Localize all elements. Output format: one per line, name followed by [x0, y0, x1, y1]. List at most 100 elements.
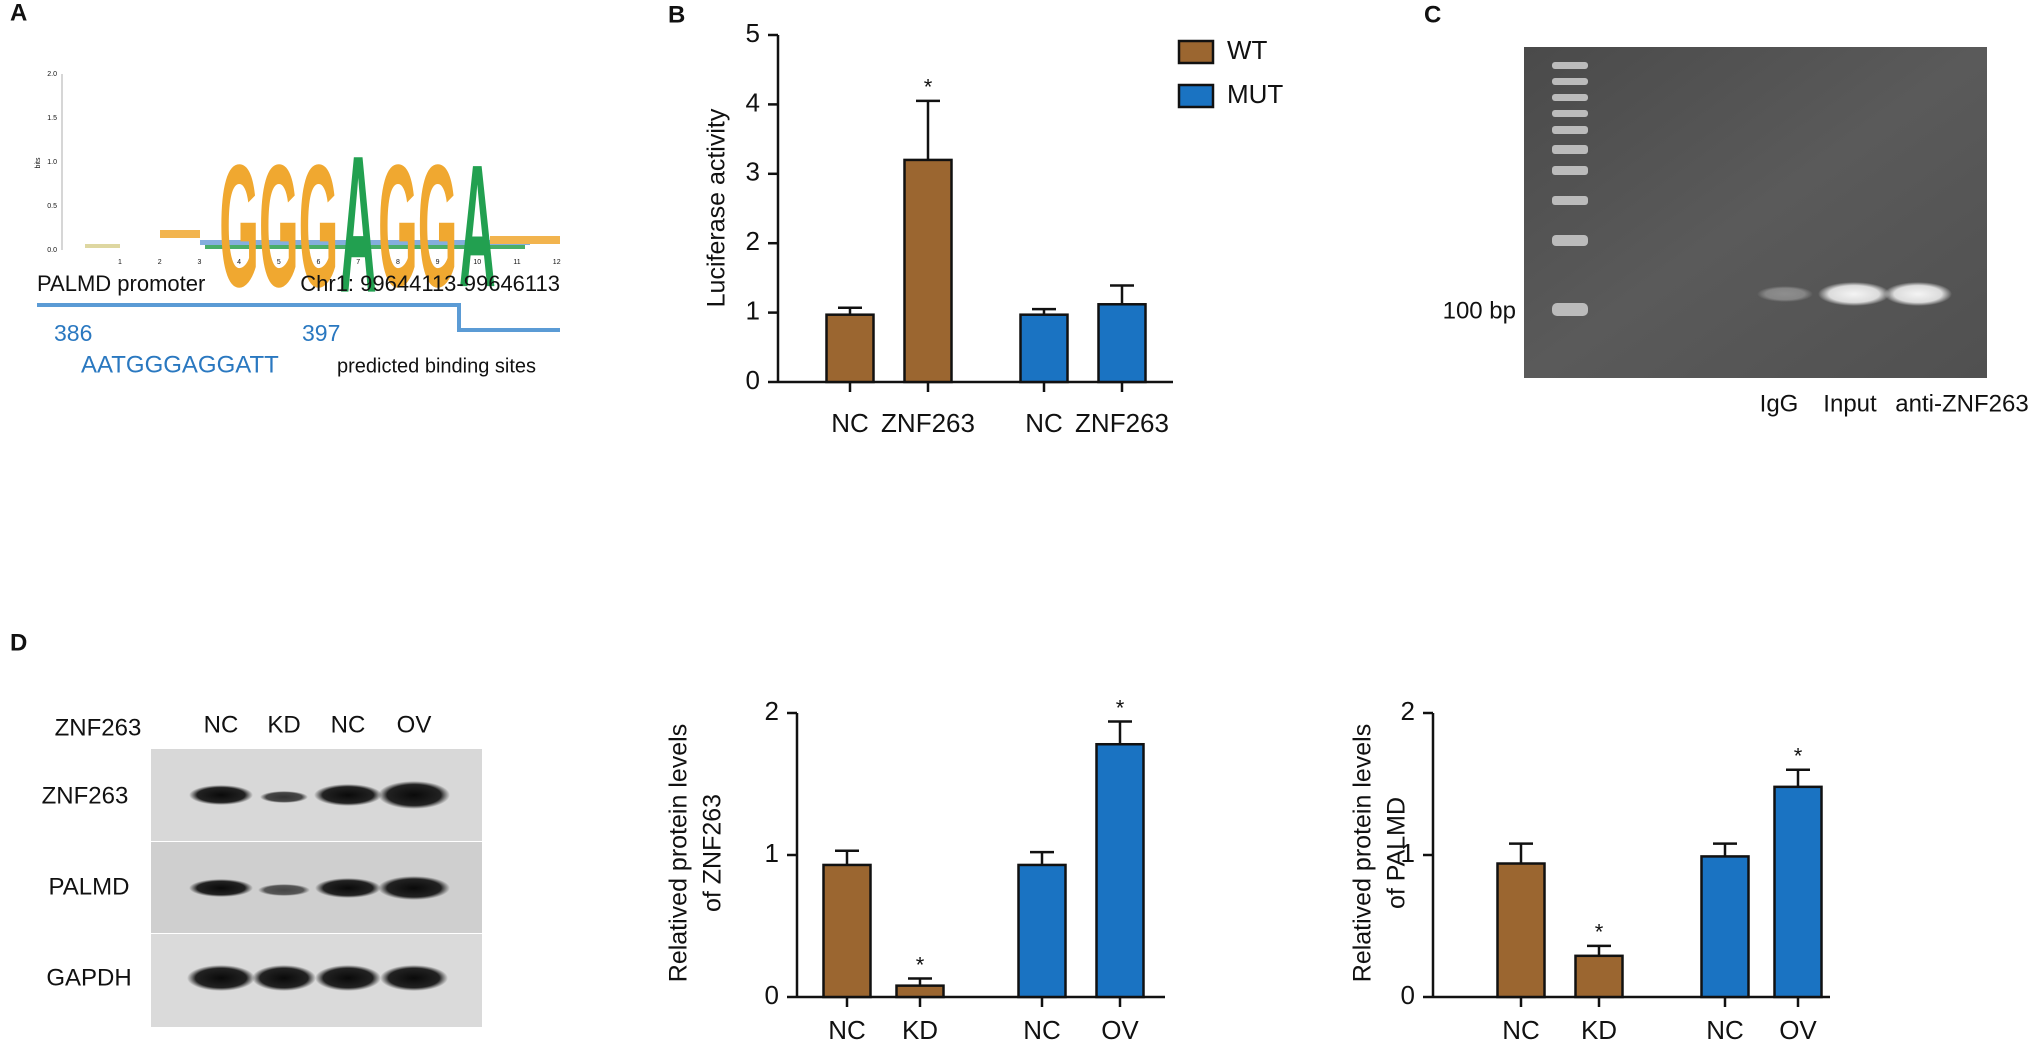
x-tick-label: NC	[831, 408, 869, 438]
y-axis-label: Luciferase activity	[703, 108, 731, 307]
y-axis-label: of PALMD	[1383, 797, 1411, 909]
significance-label: *	[1595, 920, 1604, 945]
logo-x-tick-label: 6	[317, 259, 321, 266]
significance-label: *	[916, 952, 925, 977]
logo-letter: A	[459, 130, 496, 324]
gel-lane-label: anti-ZNF263	[1895, 390, 2028, 417]
logo-x-tick-label: 10	[473, 259, 481, 266]
site-caption: predicted binding sites	[337, 355, 536, 377]
y-axis-label: of ZNF263	[699, 794, 727, 912]
x-tick-label: KD	[902, 1015, 938, 1045]
logo-y-tick-label: 1.5	[47, 115, 57, 122]
logo-x-tick-label: 7	[356, 259, 360, 266]
x-tick-label: ZNF263	[881, 408, 975, 438]
logo-y-tick-label: 0.5	[47, 203, 57, 210]
x-tick-label: NC	[828, 1015, 866, 1045]
gel-lane-label: Input	[1823, 390, 1877, 417]
significance-label: *	[924, 75, 933, 100]
x-tick-label: OV	[1779, 1015, 1817, 1045]
promoter-line	[37, 303, 560, 332]
x-tick-label: NC	[1706, 1015, 1744, 1045]
bar	[1097, 303, 1147, 384]
bar	[1496, 862, 1546, 999]
logo-x-tick-label: 4	[237, 259, 241, 266]
y-tick-label: 2	[1401, 696, 1415, 726]
bar	[1700, 855, 1750, 999]
y-tick-label: 3	[746, 157, 760, 187]
y-tick-label: 1	[765, 838, 779, 868]
logo-letter: G	[259, 130, 299, 324]
bar	[1095, 742, 1145, 999]
blot-row-label: GAPDH	[46, 964, 131, 991]
logo-x-tick-label: 12	[553, 259, 561, 266]
gel-marker: 100 bp	[1443, 297, 1516, 324]
gel-image	[1524, 47, 1987, 378]
blot-row-label: PALMD	[49, 873, 130, 900]
panel-label: D	[10, 629, 27, 656]
logo-letter: G	[378, 130, 418, 324]
logo-y-tick-label: 2.0	[47, 71, 57, 78]
y-tick-label: 2	[746, 226, 760, 256]
bar	[1019, 313, 1069, 384]
logo-x-tick-label: 3	[197, 259, 201, 266]
bar	[825, 313, 875, 384]
gel-lane-label: IgG	[1760, 390, 1799, 417]
bar	[895, 984, 945, 999]
y-tick-label: 1	[1401, 838, 1415, 868]
legend-label: WT	[1227, 35, 1268, 65]
legend-swatch	[1177, 39, 1215, 65]
logo-small-letters	[85, 230, 560, 249]
bar	[1574, 954, 1624, 999]
blot-lane-label: NC	[204, 711, 239, 738]
logo-x-tick-label: 9	[436, 259, 440, 266]
logo-x-tick-label: 1	[118, 259, 122, 266]
x-tick-label: ZNF263	[1075, 408, 1169, 438]
site-sequence: AATGGGAGGATT	[81, 351, 279, 378]
y-tick-label: 4	[746, 87, 760, 117]
logo-y-label: bits	[35, 157, 42, 168]
panel-label: B	[668, 1, 685, 28]
logo-y-tick-label: 1.0	[47, 159, 57, 166]
bar	[903, 158, 953, 384]
y-axis-label: Relatived protein levels	[1349, 724, 1377, 982]
blot-lane-label: NC	[331, 711, 366, 738]
x-tick-label: NC	[1502, 1015, 1540, 1045]
logo-x-tick-label: 5	[277, 259, 281, 266]
blot-header: ZNF263	[55, 714, 142, 741]
y-tick-label: 0	[765, 980, 779, 1010]
x-tick-label: KD	[1581, 1015, 1617, 1045]
y-tick-label: 0	[1401, 980, 1415, 1010]
logo-x-tick-label: 11	[513, 259, 520, 266]
x-tick-label: NC	[1025, 408, 1063, 438]
significance-label: *	[1116, 695, 1125, 720]
panel-label: A	[10, 0, 27, 26]
site-end: 397	[302, 320, 340, 346]
x-tick-label: OV	[1101, 1015, 1139, 1045]
logo-letter: G	[418, 130, 458, 324]
bar	[1017, 863, 1067, 999]
logo-x-tick-label: 8	[396, 259, 400, 266]
bar	[822, 863, 872, 999]
x-tick-label: NC	[1023, 1015, 1061, 1045]
promoter-location: Chr1: 99644113-99646113	[300, 271, 560, 296]
y-tick-label: 1	[746, 295, 760, 325]
site-start: 386	[54, 320, 92, 346]
blot-image	[151, 749, 482, 1027]
y-tick-label: 2	[765, 696, 779, 726]
logo-letter: G	[219, 130, 259, 324]
blot-lane-label: OV	[397, 711, 432, 738]
promoter-name: PALMD promoter	[37, 271, 205, 296]
blot-lane-label: KD	[267, 711, 300, 738]
logo-letter: A	[340, 116, 377, 334]
y-tick-label: 5	[746, 18, 760, 48]
logo-letter: G	[299, 130, 339, 324]
logo-x-tick-label: 2	[158, 259, 162, 266]
y-axis-label: Relatived protein levels	[665, 724, 693, 982]
bar	[1773, 785, 1823, 999]
panel-label: C	[1424, 1, 1441, 28]
significance-label: *	[1794, 744, 1803, 769]
logo-y-tick-label: 0.0	[47, 247, 57, 254]
